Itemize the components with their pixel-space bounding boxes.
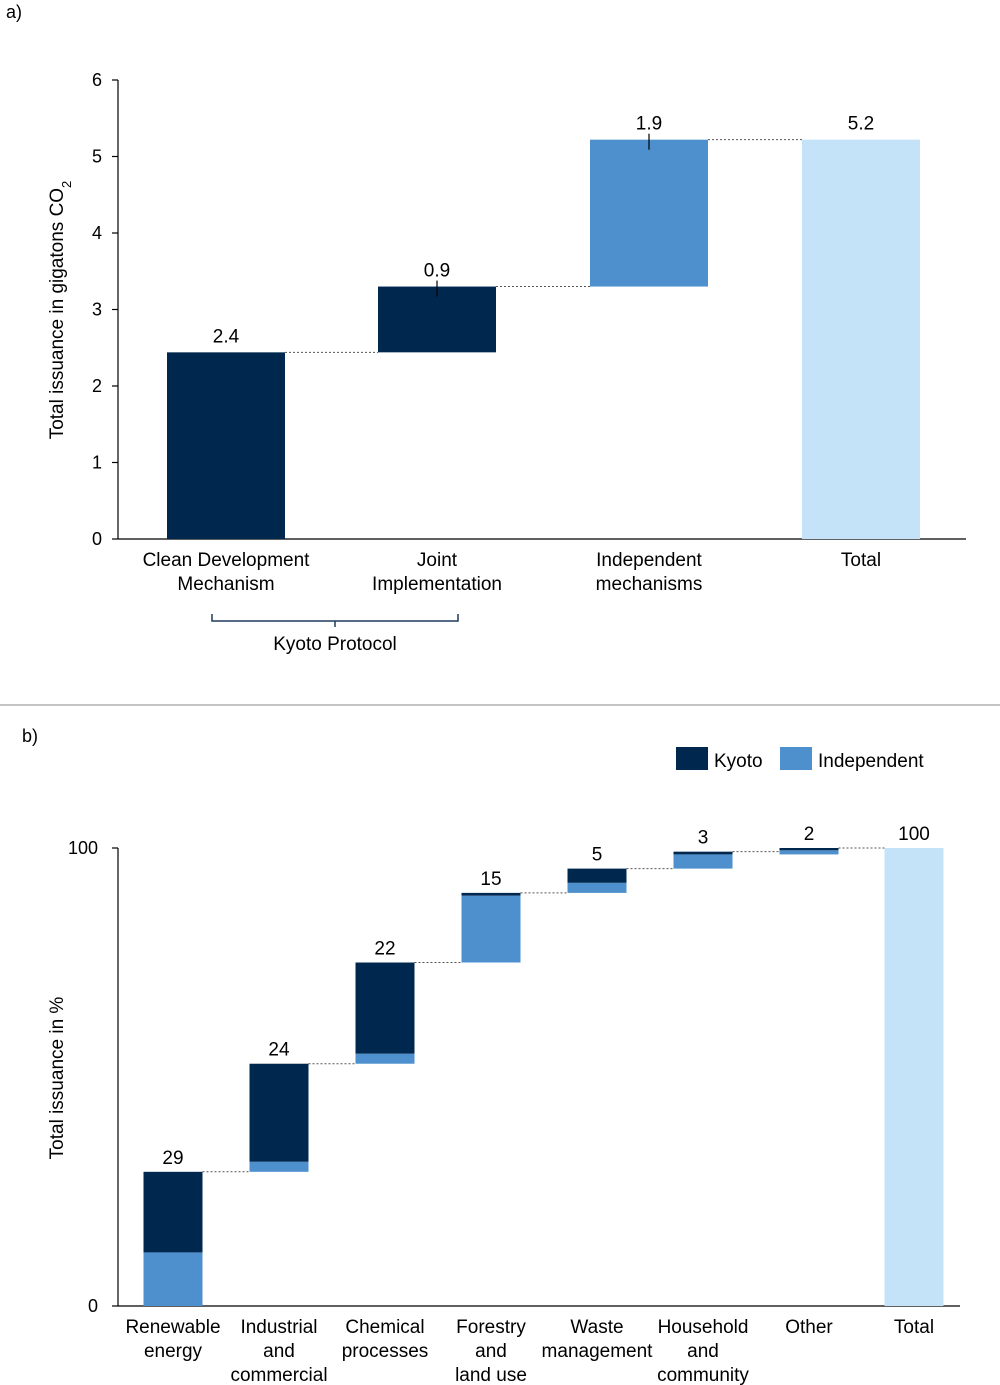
category-label: community [657,1365,749,1385]
legend-label: Independent [818,751,924,772]
category-label: Joint [417,550,458,571]
bar-segment-independent [567,882,627,893]
data-label: 29 [162,1148,183,1169]
bar-segment-kyoto [355,962,415,1054]
kyoto-bracket [211,614,459,627]
category-label: commercial [230,1365,327,1385]
category-label: Forestry [456,1317,526,1338]
data-label: 2.4 [213,326,240,347]
category-label: management [542,1341,654,1362]
panel-b-label: b) [22,726,38,746]
category-label: Total [841,550,881,571]
bracket-label: Kyoto Protocol [273,634,397,655]
category-label: Clean Development [143,550,311,571]
category-label: energy [144,1341,203,1362]
data-label: 0.9 [424,261,450,282]
bar-segment-independent [355,1053,415,1064]
data-label: 3 [698,828,709,849]
bar-segment-kyoto [673,851,733,855]
category-label: Other [785,1317,833,1338]
category-label: and [475,1341,507,1362]
legend-swatch [676,747,708,770]
category-label: mechanisms [596,574,703,595]
y-axis-title: Total issuance in gigatons CO2 [47,181,74,440]
y-tick-label: 100 [68,838,98,858]
y-tick-label: 0 [88,1296,98,1316]
category-label: processes [342,1341,429,1362]
data-label: 2 [804,824,815,845]
category-label: Implementation [372,574,502,595]
legend-label: Kyoto [714,751,763,772]
bar [167,352,285,539]
y-tick-label: 5 [92,147,102,167]
y-tick-label: 3 [92,300,102,320]
data-label: 22 [374,939,395,960]
chart-a: 0 1 2 3 4 5 6 Total issuance in gigatons CO2 2.4… [47,70,966,655]
bar-segment-independent [143,1252,203,1306]
category-label: Chemical [345,1317,424,1338]
bar-segment-kyoto [567,868,627,883]
category-label: and [263,1341,295,1362]
category-label: and [687,1341,719,1362]
category-label: Industrial [240,1317,317,1338]
y-tick-label: 0 [92,529,102,549]
y-tick-label: 6 [92,70,102,90]
data-label: 5.2 [848,114,874,135]
bar [802,139,920,540]
y-tick-label: 4 [92,223,102,243]
category-label: Renewable [125,1317,220,1338]
legend-swatch [780,747,812,770]
category-label: Waste [570,1317,623,1338]
bar-segment-kyoto [461,892,521,896]
bar-segment-independent [673,854,733,869]
category-label: Household [658,1317,749,1338]
bar-segment-kyoto [779,848,839,851]
legend: Kyoto Independent [676,747,924,772]
bar-segment-independent [249,1161,309,1172]
data-label: 5 [592,845,603,866]
bar-segment-independent [461,895,521,963]
category-label: Independent [596,550,702,571]
data-label: 100 [898,824,930,845]
data-label: 1.9 [636,114,662,135]
category-label: Total [894,1317,934,1338]
bar-total [884,848,944,1306]
bar [378,286,496,353]
chart-b: 0 100 Total issuance in % Kyoto Independent 2… [47,747,960,1385]
bar-segment-kyoto [249,1063,309,1162]
bar [590,139,708,287]
data-label: 24 [268,1040,290,1061]
category-label: land use [455,1365,527,1385]
category-label: Mechanism [177,574,274,595]
y-axis-title: Total issuance in % [47,997,68,1160]
bar-segment-kyoto [143,1171,203,1253]
y-tick-label: 1 [92,453,102,473]
panel-a-label: a) [6,2,22,22]
y-tick-label: 2 [92,376,102,396]
data-label: 15 [480,869,501,890]
bar-segment-independent [779,850,839,855]
